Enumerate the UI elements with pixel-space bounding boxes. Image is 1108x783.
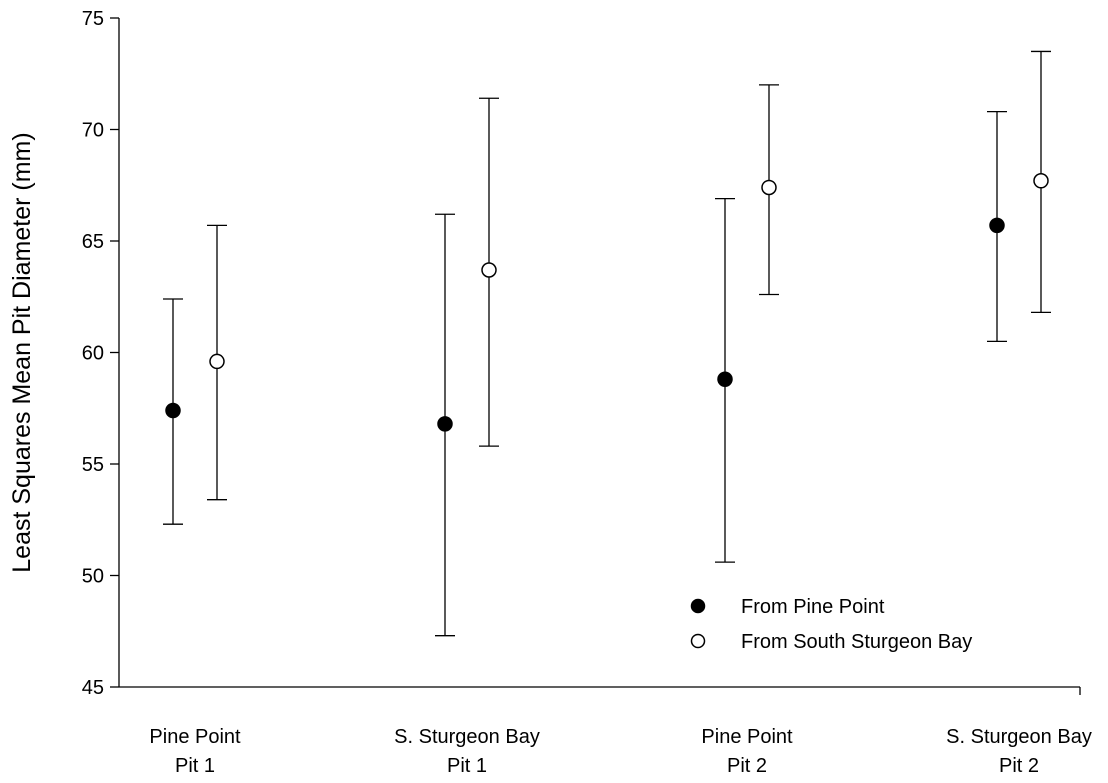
- y-ticks: 45 50 55 60 65 70 75: [82, 8, 119, 699]
- x-tick-label-line1: S. Sturgeon Bay: [946, 726, 1092, 748]
- x-tick-label-line1: S. Sturgeon Bay: [394, 726, 540, 748]
- x-tick-label-line2: Pit 1: [447, 755, 487, 777]
- x-tick-label-line2: Pit 2: [999, 755, 1039, 777]
- legend-label: From South Sturgeon Bay: [741, 631, 972, 653]
- x-tick-label-line2: Pit 1: [175, 755, 215, 777]
- y-tick-label: 45: [82, 677, 104, 699]
- x-tick-labels: Pine Point Pit 1 S. Sturgeon Bay Pit 1 Pine …: [149, 726, 1091, 777]
- legend: From Pine Point From South Sturgeon Bay: [690, 596, 972, 653]
- y-tick-label: 55: [82, 454, 104, 476]
- error-bars: [163, 50, 1051, 637]
- x-tick-label-line1: Pine Point: [149, 726, 241, 748]
- data-point-filled: [165, 402, 181, 419]
- data-points: [165, 173, 1049, 432]
- data-point-filled: [717, 371, 733, 388]
- y-tick-label: 50: [82, 566, 104, 588]
- data-point-open: [1033, 173, 1049, 189]
- x-tick-label-line1: Pine Point: [701, 726, 793, 748]
- y-tick-label: 70: [82, 120, 104, 142]
- data-point-filled: [989, 217, 1005, 234]
- y-axis-label: Least Squares Mean Pit Diameter (mm): [8, 132, 36, 572]
- legend-marker-open: [690, 633, 706, 649]
- legend-marker-filled: [690, 598, 706, 614]
- data-point-open: [761, 179, 777, 196]
- axes: [118, 18, 1081, 695]
- y-tick-label: 65: [82, 231, 104, 253]
- data-point-filled: [437, 416, 453, 432]
- y-tick-label: 60: [82, 343, 104, 365]
- data-point-open: [209, 353, 225, 370]
- x-tick-label-line2: Pit 2: [727, 755, 767, 777]
- y-tick-label: 75: [82, 8, 104, 30]
- legend-label: From Pine Point: [741, 596, 885, 618]
- data-point-open: [481, 262, 497, 278]
